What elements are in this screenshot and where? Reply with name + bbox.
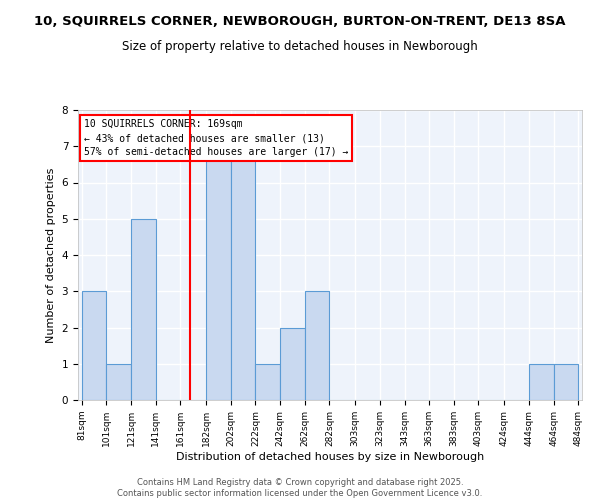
Bar bbox=[529, 364, 554, 400]
Text: 10 SQUIRRELS CORNER: 169sqm
← 43% of detached houses are smaller (13)
57% of sem: 10 SQUIRRELS CORNER: 169sqm ← 43% of det… bbox=[84, 119, 349, 157]
Bar bbox=[82, 291, 106, 400]
Y-axis label: Number of detached properties: Number of detached properties bbox=[46, 168, 56, 342]
Bar bbox=[206, 146, 231, 400]
Bar bbox=[231, 146, 256, 400]
Bar bbox=[305, 291, 329, 400]
Bar bbox=[554, 364, 578, 400]
Text: Contains HM Land Registry data © Crown copyright and database right 2025.
Contai: Contains HM Land Registry data © Crown c… bbox=[118, 478, 482, 498]
Bar bbox=[256, 364, 280, 400]
Bar bbox=[131, 219, 155, 400]
Text: Size of property relative to detached houses in Newborough: Size of property relative to detached ho… bbox=[122, 40, 478, 53]
Bar bbox=[106, 364, 131, 400]
Bar bbox=[280, 328, 305, 400]
X-axis label: Distribution of detached houses by size in Newborough: Distribution of detached houses by size … bbox=[176, 452, 484, 462]
Text: 10, SQUIRRELS CORNER, NEWBOROUGH, BURTON-ON-TRENT, DE13 8SA: 10, SQUIRRELS CORNER, NEWBOROUGH, BURTON… bbox=[34, 15, 566, 28]
